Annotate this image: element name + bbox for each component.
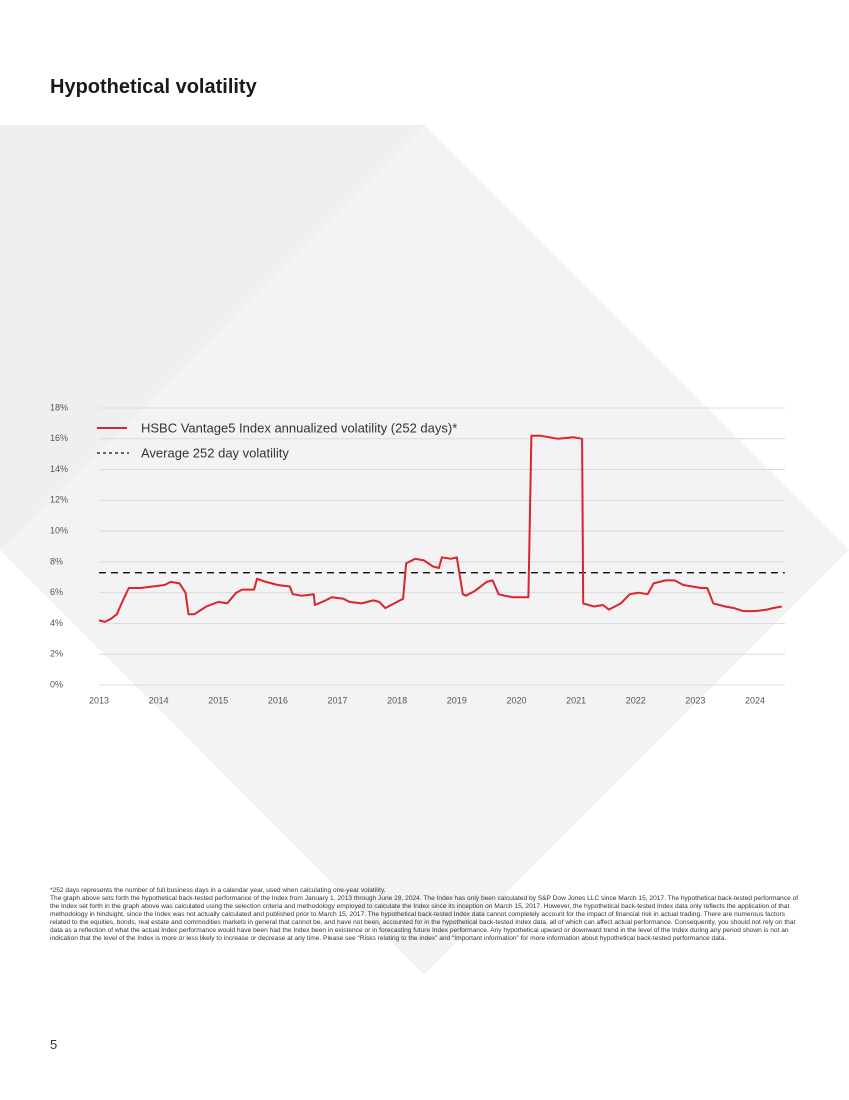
footnote-paragraph: The graph above sets forth the hypotheti… [50,895,799,943]
y-tick-label: 18% [50,402,68,412]
y-tick-label: 16% [50,433,68,443]
x-tick-label: 2020 [506,695,526,705]
shade-triangle [0,125,424,550]
x-tick-label: 2015 [208,695,228,705]
y-tick-label: 10% [50,525,68,535]
y-tick-label: 12% [50,495,68,505]
x-tick-label: 2021 [566,695,586,705]
page-number: 5 [50,1037,58,1052]
y-tick-label: 0% [50,679,63,689]
x-tick-label: 2019 [447,695,467,705]
y-tick-label: 2% [50,649,63,659]
x-tick-label: 2016 [268,695,288,705]
hexagon-shape [0,125,849,975]
page-title: Hypothetical volatility [50,76,257,98]
x-tick-label: 2018 [387,695,407,705]
legend-label: Average 252 day volatility [141,445,289,460]
y-tick-label: 14% [50,464,68,474]
y-tick-label: 6% [50,587,63,597]
x-tick-label: 2024 [745,695,765,705]
y-tick-label: 8% [50,556,63,566]
x-tick-label: 2023 [685,695,705,705]
volatility-line [98,434,782,623]
footnote-line: *252 days represents the number of full … [50,887,386,894]
white-triangle [0,550,424,975]
footnote: *252 days represents the number of full … [50,887,800,943]
legend-label: HSBC Vantage5 Index annualized volatilit… [141,420,457,435]
x-tick-label: 2013 [89,695,109,705]
x-tick-label: 2022 [626,695,646,705]
y-tick-label: 4% [50,618,63,628]
x-tick-label: 2017 [328,695,348,705]
x-tick-label: 2014 [149,695,169,705]
